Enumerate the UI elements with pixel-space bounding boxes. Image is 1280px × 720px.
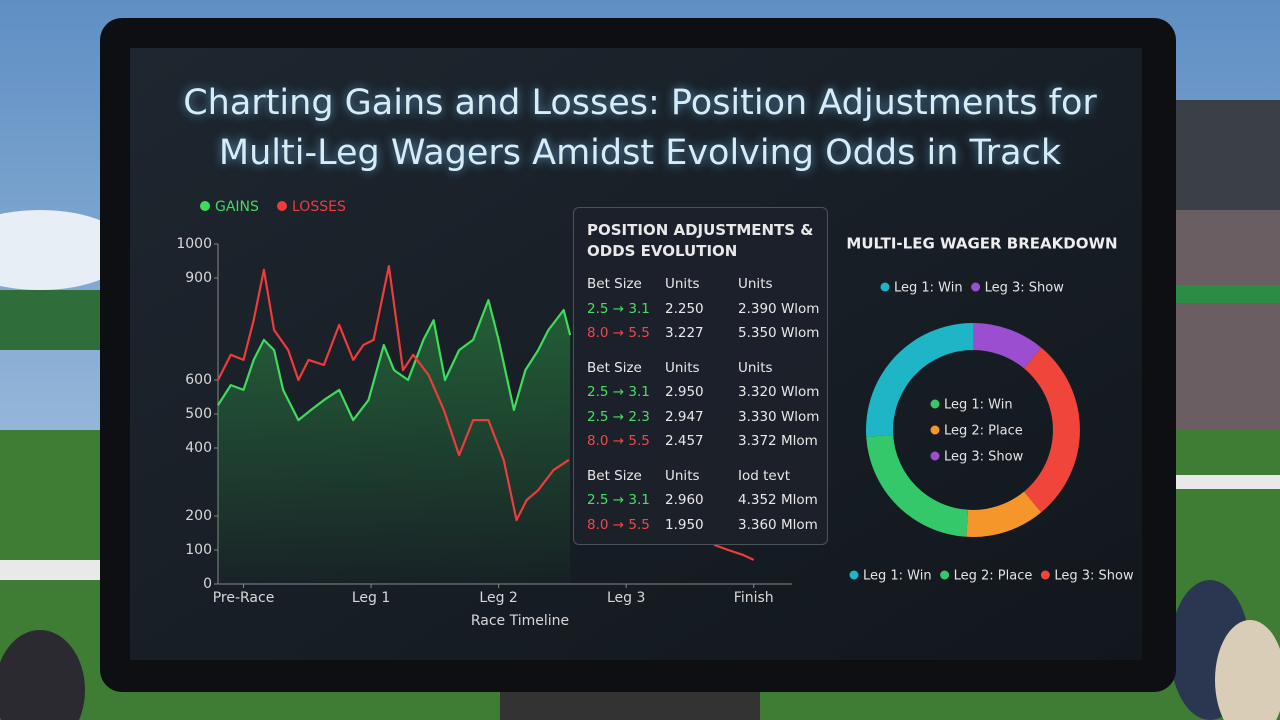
y-tick-label: 400 <box>185 440 212 456</box>
donut-slice <box>973 323 1042 369</box>
panel-header-cell: Units <box>665 276 700 292</box>
legend-label: Leg 1: Win <box>894 281 963 296</box>
x-tick-label: Leg 1 <box>352 590 390 606</box>
panel-header-cell: Bet Size <box>587 359 642 376</box>
panel-row: 2.5 → 2.3 2.947 3.330 Wlom <box>587 405 827 430</box>
y-tick-label: 200 <box>185 508 212 524</box>
panel-row: 8.0 → 5.5 2.457 3.372 Mlom <box>587 429 827 454</box>
legend-label: Leg 3: Show <box>1054 569 1134 584</box>
legend-label: Leg 3: Show <box>944 450 1024 465</box>
y-tick-label: 0 <box>203 576 212 592</box>
donut-slice <box>865 323 973 437</box>
legend-swatch <box>200 201 210 211</box>
panel-cell: 2.250 <box>665 300 704 317</box>
x-axis-label: Race Timeline <box>471 613 569 629</box>
legend-swatch <box>940 570 950 580</box>
gains-area <box>218 300 571 584</box>
legend-label: Leg 2: Place <box>954 569 1033 584</box>
legend-swatch <box>930 451 940 461</box>
panel-cell: 2.390 Wlom <box>738 300 820 317</box>
panel-row: 8.0 → 5.5 1.950 3.360 Mlom <box>587 513 827 538</box>
panel-cell: 4.352 Mlom <box>738 492 818 508</box>
panel-cell: 3.372 Mlom <box>738 433 818 449</box>
legend-swatch <box>849 570 859 580</box>
panel-group: Bet Size Units Units 2.5 → 3.1 2.950 3.320 Wl… <box>587 356 827 454</box>
panel-header-cell: Bet Size <box>587 276 642 292</box>
legend-swatch <box>971 282 981 292</box>
title: Charting Gains and Losses: Position Adju… <box>183 83 1097 173</box>
panel-cell: 3.330 Wlom <box>738 408 820 425</box>
panel-cell: 2.5 → 3.1 <box>587 300 650 317</box>
x-tick-label: Leg 2 <box>479 590 517 606</box>
panel-cell: 3.360 Mlom <box>738 516 818 533</box>
legend-swatch <box>1040 570 1050 580</box>
y-tick-label: 600 <box>185 372 212 388</box>
donut-slice <box>1024 347 1080 513</box>
x-tick-label: Finish <box>734 590 774 606</box>
series-line <box>217 299 572 422</box>
panel-cell: 8.0 → 5.5 <box>587 433 650 449</box>
panel-cell: 5.350 Wlom <box>738 325 820 341</box>
panel-cell: 2.5 → 3.1 <box>587 384 650 400</box>
panel-header-row: Bet Size Units Units <box>587 272 827 297</box>
legend-label: GAINS <box>215 199 259 215</box>
panel-row: 8.0 → 5.5 3.227 5.350 Wlom <box>587 321 827 346</box>
y-tick-label: 900 <box>185 270 212 286</box>
panel-cell: 2.5 → 2.3 <box>587 408 650 425</box>
panel-cell: 8.0 → 5.5 <box>587 325 650 341</box>
panel-header-row: Bet Size Units Iod tevt <box>587 464 827 489</box>
series-line <box>217 265 755 561</box>
panel-cell: 3.320 Wlom <box>738 384 820 400</box>
panel-cell: 1.950 <box>665 516 704 533</box>
x-tick-label: Leg 3 <box>607 590 645 606</box>
panel-header-row: Bet Size Units Units <box>587 356 827 381</box>
legend-swatch <box>930 399 940 409</box>
panel-cell: 2.457 <box>665 433 704 449</box>
panel-group: Bet Size Units Iod tevt 2.5 → 3.1 2.960 4.352… <box>587 464 827 538</box>
panel-row: 2.5 → 3.1 2.960 4.352 Mlom <box>587 488 827 513</box>
panel-header-cell: Units <box>665 467 700 484</box>
panel-header-cell: Bet Size <box>587 467 642 484</box>
donut-title: MULTI-LEG WAGER BREAKDOWN <box>846 235 1117 253</box>
panel-cell: 2.950 <box>665 384 704 400</box>
panel-header-cell: Units <box>665 359 700 376</box>
panel-title: POSITION ADJUSTMENTS & ODDS EVOLUTION <box>587 221 814 260</box>
legend-label: Leg 3: Show <box>985 281 1065 296</box>
legend-label: Leg 1: Win <box>944 398 1013 413</box>
legend-swatch <box>930 425 940 435</box>
panel-cell: 8.0 → 5.5 <box>587 516 650 533</box>
odds-panel: POSITION ADJUSTMENTS & ODDS EVOLUTION Be… <box>573 207 828 545</box>
panel-header-cell: Units <box>738 276 773 292</box>
y-tick-label: 100 <box>185 542 212 558</box>
panel-group: Bet Size Units Units 2.5 → 3.1 2.250 2.390 Wl… <box>587 272 827 346</box>
legend-label: Leg 1: Win <box>863 569 932 584</box>
panel-header-cell: Iod tevt <box>738 467 790 484</box>
panel-row: 2.5 → 3.1 2.950 3.320 Wlom <box>587 380 827 405</box>
donut-slice <box>966 491 1042 538</box>
panel-header-cell: Units <box>738 359 773 376</box>
panel-cell: 2.5 → 3.1 <box>587 492 650 508</box>
donut-slice <box>866 435 968 537</box>
panel-cell: 2.960 <box>665 492 704 508</box>
legend-swatch <box>277 201 287 211</box>
legend-swatch <box>880 282 890 292</box>
legend-label: Leg 2: Place <box>944 424 1023 439</box>
legend-label: LOSSES <box>292 199 346 215</box>
x-tick-label: Pre-Race <box>213 590 275 606</box>
y-tick-label: 500 <box>185 406 212 422</box>
panel-cell: 2.947 <box>665 408 704 425</box>
panel-row: 2.5 → 3.1 2.250 2.390 Wlom <box>587 297 827 322</box>
panel-cell: 3.227 <box>665 325 704 341</box>
y-tick-label: 1000 <box>176 236 212 252</box>
